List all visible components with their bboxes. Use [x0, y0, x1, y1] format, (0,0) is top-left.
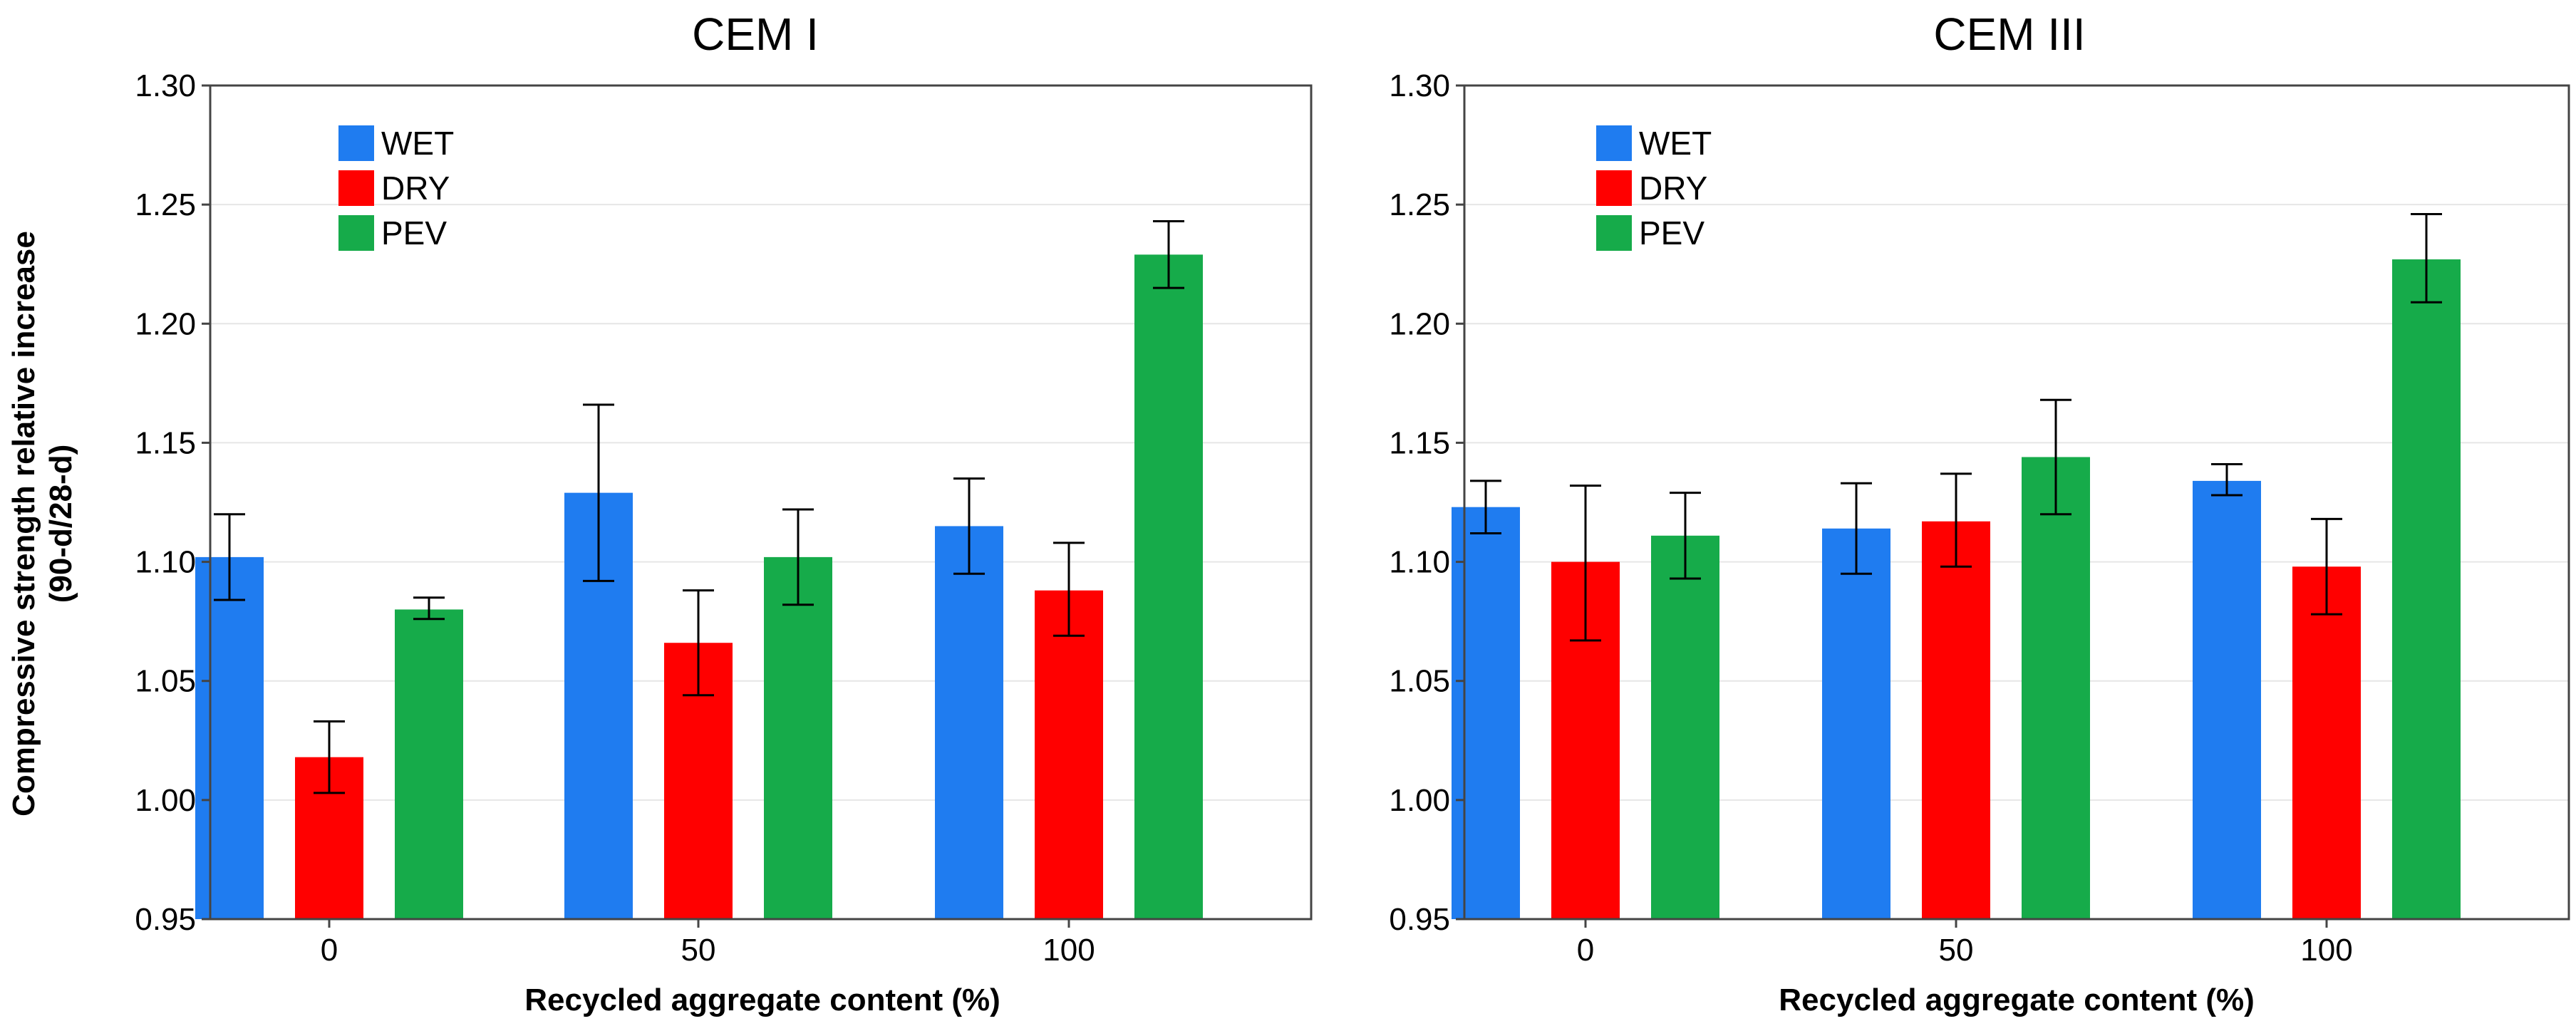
legend-label-dry: DRY: [381, 170, 450, 207]
legend-swatch-pev: [1596, 215, 1632, 251]
plot-frame: [209, 84, 1313, 921]
y-tick-label: 1.30: [135, 68, 196, 103]
x-tick-label: 100: [2300, 933, 2352, 968]
y-tick-label: 1.00: [135, 783, 196, 818]
bar-dry: [2292, 566, 2361, 919]
x-tick-label: 0: [321, 933, 338, 968]
bar-wet: [195, 556, 264, 919]
bar-pev: [1134, 254, 1203, 919]
bar-pev: [395, 609, 463, 919]
bar-pev: [2392, 259, 2461, 919]
legend-label-wet: WET: [1639, 125, 1712, 162]
chart-panel-cem-iii: 0.95 1.00 1.05 1.10 1.15 1.20 1.25 1.30 0 50 100 CE…: [1389, 9, 2570, 1017]
legend-label-pev: PEV: [1639, 214, 1705, 252]
bar-dry: [1922, 521, 1990, 919]
y-tick-label: 1.05: [135, 664, 196, 699]
panel-title: CEM I: [692, 9, 819, 60]
bar-wet: [935, 526, 1003, 919]
y-tick-label: 1.15: [1389, 425, 1450, 460]
y-tick-label: 1.20: [135, 306, 196, 341]
x-tick-label: 0: [1577, 933, 1594, 968]
y-tick-label: 1.25: [135, 187, 196, 222]
legend-label-pev: PEV: [381, 214, 447, 252]
bar-pev: [1651, 535, 1719, 919]
plot-frame: [1463, 84, 2570, 921]
x-tick-label: 50: [1939, 933, 1974, 968]
legend-swatch-dry: [1596, 170, 1632, 206]
y-tick-label: 0.95: [1389, 902, 1450, 937]
bar-pev: [2022, 457, 2090, 919]
y-axis-label-line1: Compressive strength relative increase: [6, 231, 41, 817]
legend-swatch-wet: [338, 125, 374, 161]
x-tick-label: 50: [681, 933, 716, 968]
bar-wet: [1822, 528, 1890, 919]
y-tick-label: 1.30: [1389, 68, 1450, 103]
y-tick-label: 1.10: [1389, 545, 1450, 580]
bar-wet: [2193, 480, 2261, 919]
x-axis-label: Recycled aggregate content (%): [1779, 983, 2255, 1017]
y-tick-label: 1.20: [1389, 306, 1450, 341]
bar-pev: [764, 556, 832, 919]
bar-wet: [1452, 507, 1520, 919]
y-tick-label: 1.05: [1389, 664, 1450, 699]
y-tick-label: 0.95: [135, 902, 196, 937]
y-axis-label-line2: (90-d/28-d): [43, 445, 78, 603]
x-axis-label: Recycled aggregate content (%): [524, 983, 1000, 1017]
bar-dry: [1035, 590, 1103, 919]
y-tick-label: 1.25: [1389, 187, 1450, 222]
legend-label-dry: DRY: [1639, 170, 1707, 207]
y-tick-label: 1.15: [135, 425, 196, 460]
legend-swatch-pev: [338, 215, 374, 251]
x-tick-label: 100: [1043, 933, 1095, 968]
legend-swatch-dry: [338, 170, 374, 206]
y-tick-label: 1.10: [135, 545, 196, 580]
legend-label-wet: WET: [381, 125, 454, 162]
legend-swatch-wet: [1596, 125, 1632, 161]
y-tick-label: 1.00: [1389, 783, 1450, 818]
chart-panel-cem-i: 0.95 1.00 1.05 1.10 1.15 1.20 1.25 1.30 0 50 100 CE…: [135, 9, 1313, 1017]
panel-title: CEM III: [1933, 9, 2085, 60]
